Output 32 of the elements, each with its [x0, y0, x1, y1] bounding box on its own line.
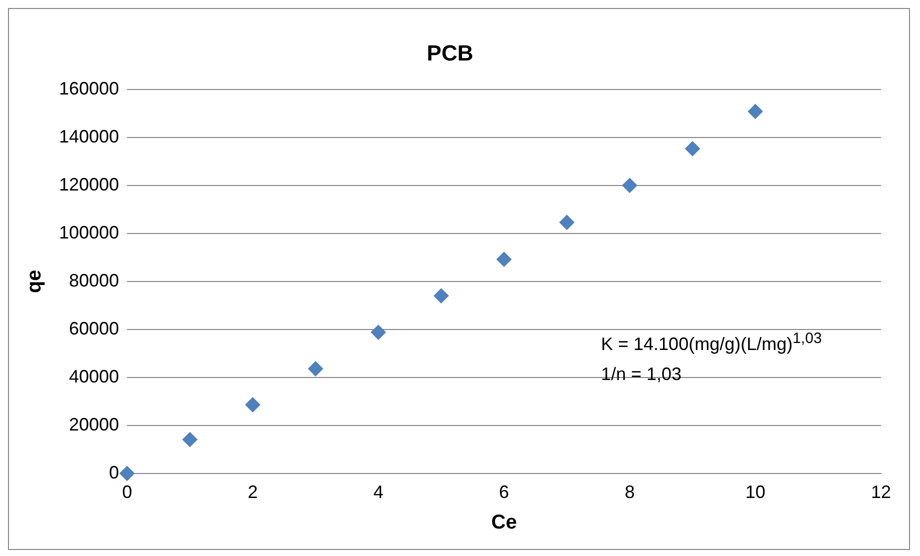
- y-tick-label: 20000: [69, 414, 120, 434]
- x-tick-label: 6: [499, 482, 510, 502]
- y-tick-label: 100000: [58, 222, 120, 242]
- point: [622, 178, 638, 193]
- point: [748, 104, 763, 119]
- y-tick-label: 80000: [69, 270, 120, 290]
- chart-title: PCB: [426, 40, 474, 66]
- x-tick-label: 2: [248, 482, 258, 502]
- x-tick-label: 8: [624, 482, 635, 502]
- point: [308, 361, 324, 376]
- x-axis-title: Ce: [491, 512, 517, 534]
- point: [245, 397, 260, 412]
- point: [370, 324, 386, 340]
- x-tick-label: 0: [122, 482, 132, 502]
- point: [182, 432, 198, 448]
- y-tick-label: 40000: [69, 366, 120, 386]
- annotation: K = 14.100(mg/g)(L/mg)$^{1,03}$: [601, 329, 823, 356]
- y-tick-label: 0: [109, 462, 120, 482]
- y-tick-label: 160000: [58, 78, 120, 98]
- point: [559, 214, 574, 230]
- x-tick-label: 12: [870, 482, 892, 502]
- point: [434, 288, 449, 304]
- point: [685, 141, 700, 156]
- y-tick-label: 60000: [69, 318, 120, 338]
- y-tick-label: 120000: [58, 174, 120, 194]
- annotation: 1/n = 1,03: [601, 363, 683, 386]
- point: [496, 252, 512, 267]
- y-axis-title: qe: [24, 270, 46, 294]
- y-tick-label: 140000: [58, 126, 120, 146]
- point: [120, 466, 135, 481]
- x-tick-label: 4: [373, 482, 384, 502]
- x-tick-label: 10: [745, 482, 766, 502]
